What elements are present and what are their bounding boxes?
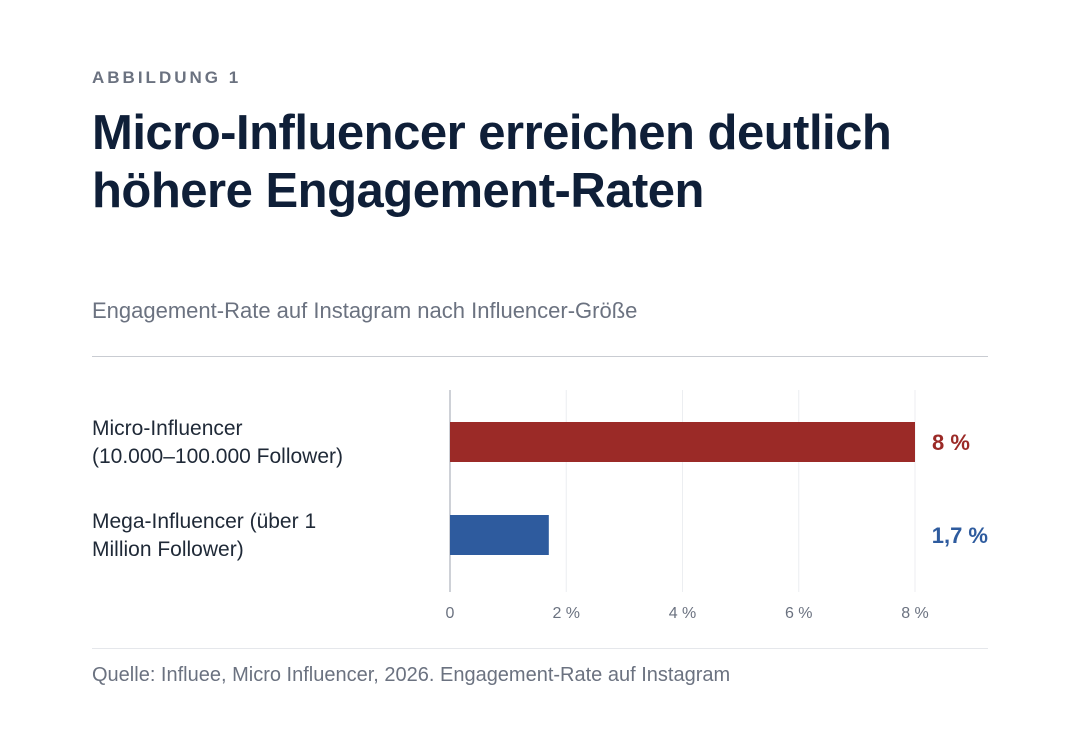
gridlines — [449, 390, 916, 592]
x-axis-ticks: 0 2 % 4 % 6 % 8 % — [446, 605, 929, 622]
bars: 8 % 1,7 % — [450, 422, 988, 555]
figure-eyebrow: ABBILDUNG 1 — [92, 68, 242, 87]
category-label-line: (10.000–100.000 Follower) — [92, 445, 343, 468]
category-label-line: Micro-Influencer — [92, 417, 243, 440]
bar — [450, 422, 915, 462]
category-label-line: Mega-Influencer (über 1 — [92, 510, 316, 533]
header-divider — [92, 356, 988, 357]
chart-title: Micro-Influencer erreichen deutlich höhe… — [92, 106, 892, 218]
category-label-line: Million Follower) — [92, 538, 244, 561]
source-note: Quelle: Influee, Micro Influencer, 2026.… — [92, 664, 731, 686]
category-label: Mega-Influencer (über 1 Million Follower) — [92, 510, 316, 561]
chart-subtitle: Engagement-Rate auf Instagram nach Influ… — [92, 298, 638, 323]
x-tick-label: 6 % — [785, 605, 813, 622]
bar — [450, 515, 549, 555]
x-tick-label: 2 % — [552, 605, 580, 622]
category-label: Micro-Influencer (10.000–100.000 Follower… — [92, 417, 343, 468]
bar-value-label: 8 % — [932, 430, 970, 455]
category-labels: Micro-Influencer (10.000–100.000 Follower… — [92, 417, 343, 561]
x-tick-label: 8 % — [901, 605, 929, 622]
x-tick-label: 0 — [446, 605, 455, 622]
x-tick-label: 4 % — [669, 605, 697, 622]
footer-divider — [92, 648, 988, 649]
bar-value-label: 1,7 % — [932, 523, 988, 548]
